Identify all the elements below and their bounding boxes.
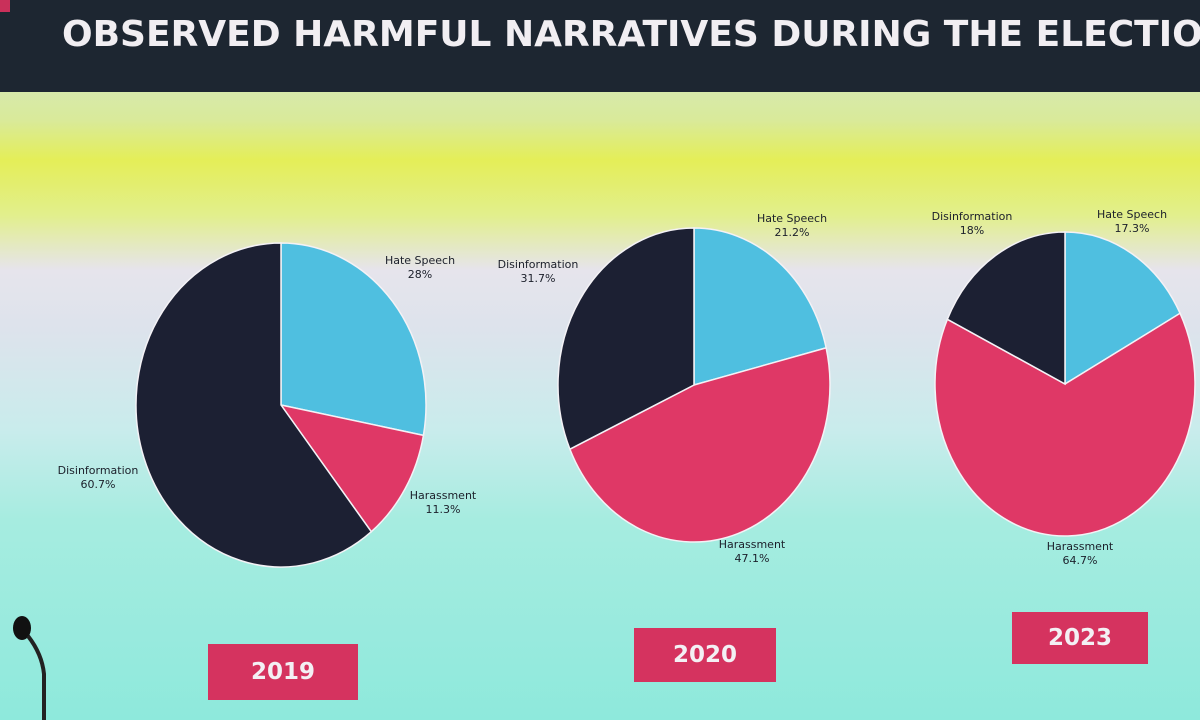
slice-label-name: Disinformation xyxy=(498,258,579,271)
page-title: OBSERVED HARMFUL NARRATIVES DURING THE E… xyxy=(62,14,1200,55)
slice-label-name: Harassment xyxy=(719,538,786,551)
slice-label-name: Hate Speech xyxy=(757,212,827,225)
slice-label-value: 64.7% xyxy=(1063,554,1098,567)
year-label-2020: 2020 xyxy=(634,628,776,682)
slice-label-name: Hate Speech xyxy=(385,254,455,267)
pie-slice-harassment-2020 xyxy=(568,346,831,543)
pie-slice-disinformation-2023 xyxy=(946,231,1066,386)
pie-slice-hate-speech-2020 xyxy=(693,227,828,386)
pie-slice-harassment-2023 xyxy=(934,312,1196,537)
slice-label-value: 11.3% xyxy=(426,503,461,516)
pie-slice-hate-speech-2023 xyxy=(1064,231,1182,386)
slice-label-value: 21.2% xyxy=(775,226,810,239)
corner-mark xyxy=(0,0,10,12)
pie-slice-hate-speech-2019 xyxy=(280,242,427,437)
pie-slice-harassment-2019 xyxy=(279,403,425,533)
slice-label-value: 18% xyxy=(960,224,984,237)
slice-label-name: Harassment xyxy=(410,489,477,502)
pie-slice-disinformation-2020 xyxy=(557,227,695,451)
slice-label-value: 31.7% xyxy=(521,272,556,285)
slice-label-name: Disinformation xyxy=(932,210,1013,223)
slice-label-name: Disinformation xyxy=(58,464,139,477)
slice-label-name: Harassment xyxy=(1047,540,1114,553)
year-label-2023: 2023 xyxy=(1012,612,1148,664)
slice-label-value: 17.3% xyxy=(1115,222,1150,235)
year-label-2019: 2019 xyxy=(208,644,358,700)
slice-label-name: Hate Speech xyxy=(1097,208,1167,221)
slice-label-value: 28% xyxy=(408,268,432,281)
pie-slice-disinformation-2019 xyxy=(135,242,373,568)
slice-label-value: 47.1% xyxy=(735,552,770,565)
slice-label-value: 60.7% xyxy=(81,478,116,491)
microphone-icon xyxy=(13,616,46,720)
title-bar: OBSERVED HARMFUL NARRATIVES DURING THE E… xyxy=(0,0,1200,92)
